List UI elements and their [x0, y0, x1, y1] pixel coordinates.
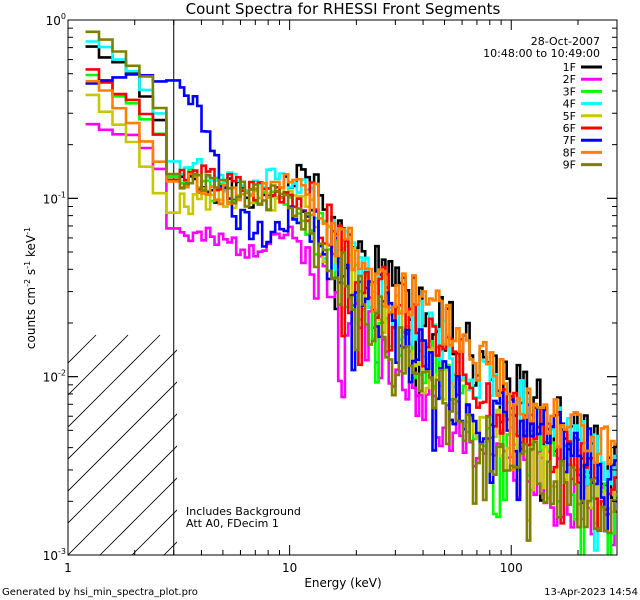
x-axis-label: Energy (keV): [304, 576, 381, 590]
y-tick-label: 10-2: [43, 369, 66, 385]
y-axis-label-exp1: -2: [23, 279, 32, 287]
y-tick-label: 10-3: [43, 547, 66, 563]
series-9f: [85, 30, 617, 542]
hatch-line: [68, 349, 177, 460]
annotation-attenuator: Att A0, FDecim 1: [186, 517, 279, 530]
x-tick-label: 10: [282, 561, 297, 575]
hatch-line: [68, 445, 177, 555]
axis-tick-labels: 1 10 100 100 10-1 10-2 10-3: [43, 12, 523, 575]
legend-label-5f: 5F: [563, 110, 576, 123]
hatch-line: [68, 413, 177, 524]
hatch-line: [68, 381, 177, 492]
y-axis-label-mid: s: [24, 269, 38, 279]
annotation-background: Includes Background: [186, 505, 301, 518]
plot-frame: [67, 19, 618, 556]
footer-generated-by: Generated by hsi_min_spectra_plot.pro: [2, 587, 198, 598]
hatch-line: [131, 509, 177, 555]
attenuator-hatch: [68, 334, 177, 555]
series-group: [85, 30, 617, 555]
y-axis-label: counts cm-2 s-1 keV-1: [23, 227, 38, 349]
legend-label-8f: 8F: [563, 146, 576, 159]
y-axis-label-exp2: -1: [23, 261, 32, 269]
x-tick-label: 1: [64, 561, 72, 575]
footer-timestamp: 13-Apr-2023 14:54: [544, 587, 638, 598]
y-axis-label-end: keV: [24, 234, 38, 261]
y-tick-label: 10-1: [43, 190, 66, 206]
hatch-line: [68, 334, 129, 396]
legend-label-3f: 3F: [563, 85, 576, 98]
observation-time-range: 10:48:00 to 10:49:00: [483, 47, 600, 60]
chart-title: Count Spectra for RHESSI Front Segments: [186, 0, 501, 18]
legend-label-4f: 4F: [563, 98, 576, 111]
legend-label-2f: 2F: [563, 73, 576, 86]
x-tick-label: 100: [500, 561, 523, 575]
observation-date: 28-Oct-2007: [531, 35, 600, 48]
legend-label-1f: 1F: [563, 61, 576, 74]
legend-label-7f: 7F: [563, 134, 576, 147]
hatch-line: [99, 477, 177, 555]
hatch-line: [68, 334, 161, 428]
axis-ticks: [67, 19, 618, 556]
legend-label-9f: 9F: [563, 159, 576, 172]
legend-label-6f: 6F: [563, 122, 576, 135]
y-axis-label-main: counts cm: [24, 287, 38, 349]
y-tick-label: 100: [46, 12, 66, 28]
y-axis-label-exp3: -1: [23, 227, 32, 235]
